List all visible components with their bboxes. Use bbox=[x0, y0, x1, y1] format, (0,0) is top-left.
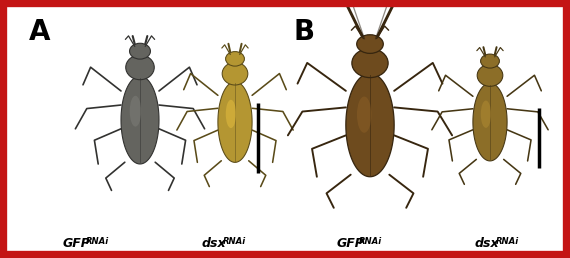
Polygon shape bbox=[121, 76, 159, 164]
Text: A: A bbox=[28, 18, 50, 46]
Ellipse shape bbox=[226, 100, 236, 128]
Text: dsx: dsx bbox=[201, 237, 226, 250]
Ellipse shape bbox=[126, 55, 154, 80]
Polygon shape bbox=[473, 83, 507, 161]
Text: dsx: dsx bbox=[475, 237, 500, 250]
Text: RNAi: RNAi bbox=[496, 237, 519, 246]
Text: GFP: GFP bbox=[63, 237, 91, 250]
Ellipse shape bbox=[477, 64, 503, 86]
Ellipse shape bbox=[222, 62, 248, 85]
Ellipse shape bbox=[481, 101, 491, 128]
Text: RNAi: RNAi bbox=[86, 237, 109, 246]
Ellipse shape bbox=[130, 96, 141, 127]
Polygon shape bbox=[218, 82, 252, 162]
Text: RNAi: RNAi bbox=[359, 237, 382, 246]
Ellipse shape bbox=[481, 54, 499, 68]
Polygon shape bbox=[346, 73, 394, 177]
Ellipse shape bbox=[226, 52, 245, 66]
Ellipse shape bbox=[357, 35, 383, 53]
Ellipse shape bbox=[129, 43, 150, 59]
Text: GFP: GFP bbox=[337, 237, 364, 250]
Text: B: B bbox=[294, 18, 315, 46]
Ellipse shape bbox=[352, 49, 388, 78]
Text: RNAi: RNAi bbox=[222, 237, 246, 246]
Ellipse shape bbox=[357, 96, 372, 133]
